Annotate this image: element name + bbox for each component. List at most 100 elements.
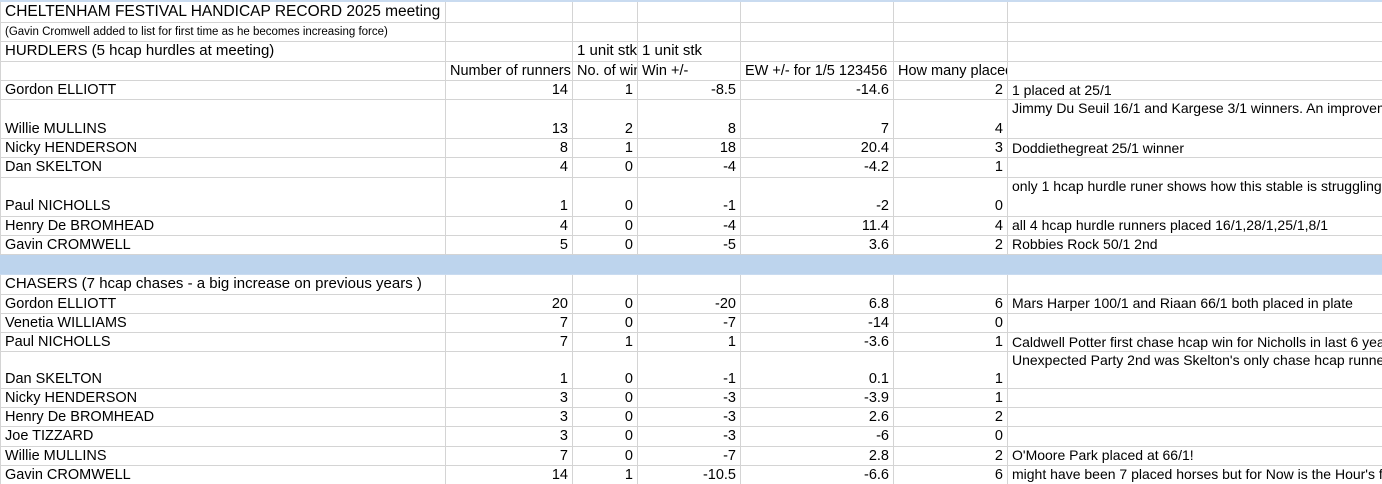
trainer-name: Gordon ELLIOTT	[0, 293, 446, 314]
notes-text	[1007, 407, 1382, 428]
ew-value: -3.9	[740, 388, 894, 409]
placed-value: 2	[893, 80, 1008, 101]
win-value: -7	[637, 312, 741, 334]
top-edge-band	[0, 0, 1382, 2]
empty-cell[interactable]	[1007, 60, 1382, 82]
win-value: -5	[637, 234, 741, 255]
trainer-name: Nicky HENDERSON	[0, 388, 446, 409]
empty-cell[interactable]	[445, 0, 573, 23]
empty-cell[interactable]	[445, 22, 573, 42]
table-row[interactable]: Gordon ELLIOTT 14 1 -8.5 -14.6 2 1 place…	[0, 80, 1382, 101]
empty-cell[interactable]	[740, 0, 894, 23]
placed-value: 6	[893, 293, 1008, 314]
empty-cell[interactable]	[740, 273, 894, 295]
ew-value: 0.1	[740, 351, 894, 390]
placed-value: 4	[893, 99, 1008, 140]
trainer-name: Henry De BROMHEAD	[0, 215, 446, 236]
band-cell	[1007, 253, 1382, 275]
notes-text: Caldwell Potter first chase hcap win for…	[1007, 331, 1382, 353]
col-header-placed: How many placed	[893, 60, 1008, 82]
win-value: -8.5	[637, 80, 741, 101]
win-value: 1	[637, 331, 741, 353]
empty-cell[interactable]	[572, 0, 638, 23]
winners-value: 0	[572, 445, 638, 466]
winners-value: 1	[572, 80, 638, 101]
empty-cell[interactable]	[893, 41, 1008, 62]
placed-value: 1	[893, 351, 1008, 390]
runners-value: 8	[445, 138, 573, 159]
table-row[interactable]: Dan SKELTON 4 0 -4 -4.2 1	[0, 157, 1382, 178]
notes-text	[1007, 388, 1382, 409]
empty-cell[interactable]	[445, 273, 573, 295]
trainer-name: Dan SKELTON	[0, 157, 446, 178]
trainer-name: Gavin CROMWELL	[0, 234, 446, 255]
win-value: -3	[637, 426, 741, 447]
win-unit-header: 1 unit stk	[572, 41, 638, 62]
table-row[interactable]: Paul NICHOLLS 7 1 1 -3.6 1 Caldwell Pott…	[0, 331, 1382, 353]
empty-cell[interactable]	[637, 273, 741, 295]
table-row[interactable]: Willie MULLINS 7 0 -7 2.8 2 O'Moore Park…	[0, 445, 1382, 466]
placed-value: 2	[893, 234, 1008, 255]
placed-value: 0	[893, 426, 1008, 447]
ew-value: 20.4	[740, 138, 894, 159]
table-row[interactable]: Willie MULLINS 13 2 8 7 4 Jimmy Du Seuil…	[0, 99, 1382, 140]
empty-cell[interactable]	[445, 41, 573, 62]
table-row[interactable]: Nicky HENDERSON 8 1 18 20.4 3 Doddietheg…	[0, 138, 1382, 159]
table-row[interactable]: Henry De BROMHEAD 3 0 -3 2.6 2	[0, 407, 1382, 428]
empty-cell[interactable]	[893, 273, 1008, 295]
empty-cell[interactable]	[1007, 0, 1382, 23]
winners-value: 0	[572, 351, 638, 390]
table-row[interactable]: Venetia WILLIAMS 7 0 -7 -14 0	[0, 312, 1382, 334]
table-row[interactable]: Henry De BROMHEAD 4 0 -4 11.4 4 all 4 hc…	[0, 215, 1382, 236]
empty-cell[interactable]	[572, 22, 638, 42]
empty-cell[interactable]	[740, 41, 894, 62]
ew-value: 3.6	[740, 234, 894, 255]
winners-value: 0	[572, 157, 638, 178]
trainer-name: Dan SKELTON	[0, 351, 446, 390]
table-row[interactable]: Gavin CROMWELL 5 0 -5 3.6 2 Robbies Rock…	[0, 234, 1382, 255]
empty-cell[interactable]	[1007, 273, 1382, 295]
runners-value: 20	[445, 293, 573, 314]
winners-value: 0	[572, 293, 638, 314]
empty-cell[interactable]	[740, 22, 894, 42]
empty-cell[interactable]	[893, 22, 1008, 42]
table-row[interactable]: Joe TIZZARD 3 0 -3 -6 0	[0, 426, 1382, 447]
win-value: -10.5	[637, 464, 741, 484]
empty-cell[interactable]	[572, 273, 638, 295]
empty-cell[interactable]	[1007, 22, 1382, 42]
win-value: 8	[637, 99, 741, 140]
winners-value: 1	[572, 138, 638, 159]
col-header-winners: No. of winners	[572, 60, 638, 82]
win-value: -4	[637, 157, 741, 178]
col-header-name	[0, 60, 446, 82]
col-header-ew: EW +/- for 1/5 123456	[740, 60, 894, 82]
ew-value: 7	[740, 99, 894, 140]
empty-cell[interactable]	[1007, 41, 1382, 62]
winners-value: 0	[572, 312, 638, 334]
empty-cell[interactable]	[893, 0, 1008, 23]
ew-value: -2	[740, 176, 894, 217]
ew-value: 11.4	[740, 215, 894, 236]
notes-text: Robbies Rock 50/1 2nd	[1007, 234, 1382, 255]
win-value: -20	[637, 293, 741, 314]
notes-text	[1007, 426, 1382, 447]
trainer-name: Henry De BROMHEAD	[0, 407, 446, 428]
table-row[interactable]: Gordon ELLIOTT 20 0 -20 6.8 6 Mars Harpe…	[0, 293, 1382, 314]
table-row[interactable]: Dan SKELTON 1 0 -1 0.1 1 Unexpected Part…	[0, 351, 1382, 390]
section-heading-hurdlers: HURDLERS (5 hcap hurdles at meeting)	[0, 41, 446, 62]
table-row[interactable]: Gavin CROMWELL 14 1 -10.5 -6.6 6 might h…	[0, 464, 1382, 484]
ew-value: 2.8	[740, 445, 894, 466]
empty-cell[interactable]	[637, 0, 741, 23]
ew-value: 6.8	[740, 293, 894, 314]
notes-text: all 4 hcap hurdle runners placed 16/1,28…	[1007, 215, 1382, 236]
table-row[interactable]: Nicky HENDERSON 3 0 -3 -3.9 1	[0, 388, 1382, 409]
empty-cell[interactable]	[637, 22, 741, 42]
placed-value: 6	[893, 464, 1008, 484]
winners-value: 2	[572, 99, 638, 140]
band-cell	[740, 253, 894, 275]
table-row[interactable]: Paul NICHOLLS 1 0 -1 -2 0 only 1 hcap hu…	[0, 176, 1382, 217]
trainer-name: Gavin CROMWELL	[0, 464, 446, 484]
trainer-name: Paul NICHOLLS	[0, 331, 446, 353]
notes-text: might have been 7 placed horses but for …	[1007, 464, 1382, 484]
